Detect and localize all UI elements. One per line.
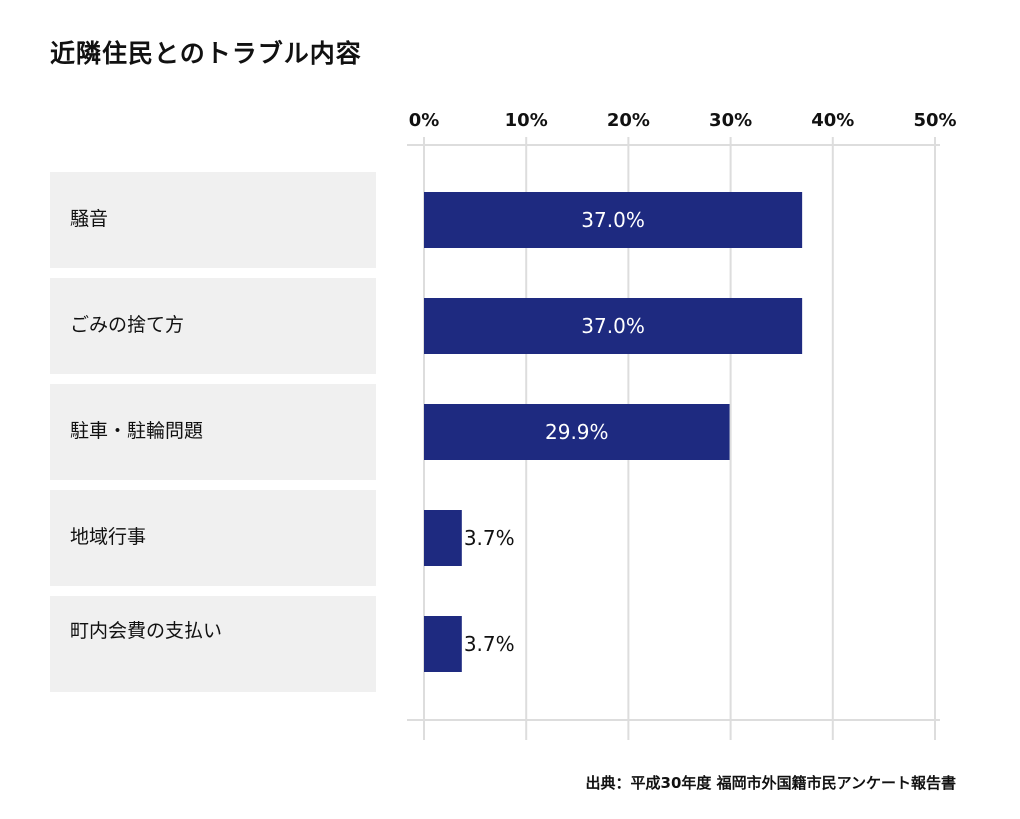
- category-label: ごみの捨て方: [70, 314, 185, 336]
- category-box: 駐車・駐輪問題: [50, 384, 376, 480]
- data-label: 3.7%: [464, 632, 515, 656]
- category-label: 町内会費の支払い: [70, 620, 223, 642]
- x-tick-label: 10%: [505, 110, 548, 131]
- category-label: 駐車・駐輪問題: [70, 420, 204, 442]
- data-label: 29.9%: [545, 420, 609, 444]
- x-tick-label: 20%: [607, 110, 650, 131]
- category-box: 町内会費の支払い: [50, 596, 376, 692]
- source-note: 出典：平成30年度 福岡市外国籍市民アンケート報告書: [585, 774, 957, 792]
- category-box: 騒音: [50, 172, 376, 268]
- bar: [424, 404, 730, 460]
- bar: [424, 192, 803, 248]
- data-label: 37.0%: [581, 208, 645, 232]
- data-label: 37.0%: [581, 314, 645, 338]
- category-label: 騒音: [70, 208, 109, 230]
- chart-title: 近隣住民とのトラブル内容: [50, 39, 362, 68]
- bar: [424, 510, 462, 566]
- bar: [424, 616, 462, 672]
- x-tick-label: 40%: [811, 110, 854, 131]
- bar: [424, 298, 803, 354]
- x-tick-label: 30%: [709, 110, 752, 131]
- x-tick-label: 0%: [409, 110, 440, 131]
- category-box: 地域行事: [50, 490, 376, 586]
- data-label: 3.7%: [464, 526, 515, 550]
- category-box: ごみの捨て方: [50, 278, 376, 374]
- x-tick-label: 50%: [913, 110, 956, 131]
- category-label: 地域行事: [70, 526, 147, 548]
